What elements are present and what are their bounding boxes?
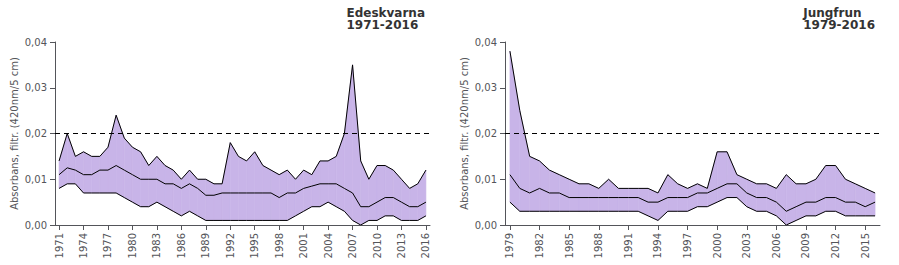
- svg-text:2009: 2009: [800, 233, 811, 258]
- svg-text:1971: 1971: [54, 233, 65, 258]
- svg-text:2015: 2015: [860, 233, 871, 258]
- svg-text:1989: 1989: [200, 233, 211, 258]
- svg-text:2016: 2016: [420, 233, 431, 258]
- svg-text:2010: 2010: [372, 233, 383, 258]
- svg-text:1986: 1986: [176, 233, 187, 258]
- svg-text:2007: 2007: [347, 233, 358, 258]
- svg-text:1995: 1995: [249, 233, 260, 258]
- svg-text:2013: 2013: [396, 233, 407, 258]
- svg-text:1994: 1994: [652, 233, 663, 258]
- svg-text:1980: 1980: [127, 233, 138, 258]
- svg-text:1985: 1985: [564, 233, 575, 258]
- svg-text:2004: 2004: [323, 233, 334, 258]
- svg-text:Edeskvarna: Edeskvarna: [346, 6, 425, 20]
- svg-text:0,03: 0,03: [25, 82, 47, 93]
- svg-text:2006: 2006: [771, 233, 782, 258]
- svg-text:0,01: 0,01: [475, 174, 497, 185]
- svg-text:1979-2016: 1979-2016: [803, 18, 875, 32]
- svg-text:0,02: 0,02: [25, 128, 47, 139]
- svg-text:0,03: 0,03: [475, 82, 497, 93]
- svg-text:2001: 2001: [298, 233, 309, 258]
- svg-text:Absorbans, filtr. (420nm/5 cm): Absorbans, filtr. (420nm/5 cm): [9, 57, 20, 210]
- svg-text:Jungfrun: Jungfrun: [803, 6, 862, 20]
- svg-text:Absorbans, filtr. (420nm/5 cm): Absorbans, filtr. (420nm/5 cm): [459, 57, 470, 210]
- svg-text:1998: 1998: [274, 233, 285, 258]
- svg-text:2003: 2003: [741, 233, 752, 258]
- svg-text:1982: 1982: [534, 233, 545, 258]
- svg-text:1979: 1979: [504, 233, 515, 258]
- svg-text:0,01: 0,01: [25, 174, 47, 185]
- svg-text:1992: 1992: [225, 233, 236, 258]
- svg-text:1983: 1983: [151, 233, 162, 258]
- svg-text:0,00: 0,00: [475, 220, 497, 231]
- svg-text:0,00: 0,00: [25, 220, 47, 231]
- svg-text:1988: 1988: [593, 233, 604, 258]
- svg-text:1997: 1997: [682, 233, 693, 258]
- svg-text:2012: 2012: [830, 233, 841, 258]
- svg-text:1991: 1991: [623, 233, 634, 258]
- svg-text:0,04: 0,04: [25, 37, 47, 48]
- svg-text:1971-2016: 1971-2016: [346, 18, 418, 32]
- svg-text:1977: 1977: [102, 233, 113, 258]
- svg-text:2000: 2000: [712, 233, 723, 258]
- svg-text:0,02: 0,02: [475, 128, 497, 139]
- svg-text:0,04: 0,04: [475, 37, 497, 48]
- svg-text:1974: 1974: [78, 233, 89, 258]
